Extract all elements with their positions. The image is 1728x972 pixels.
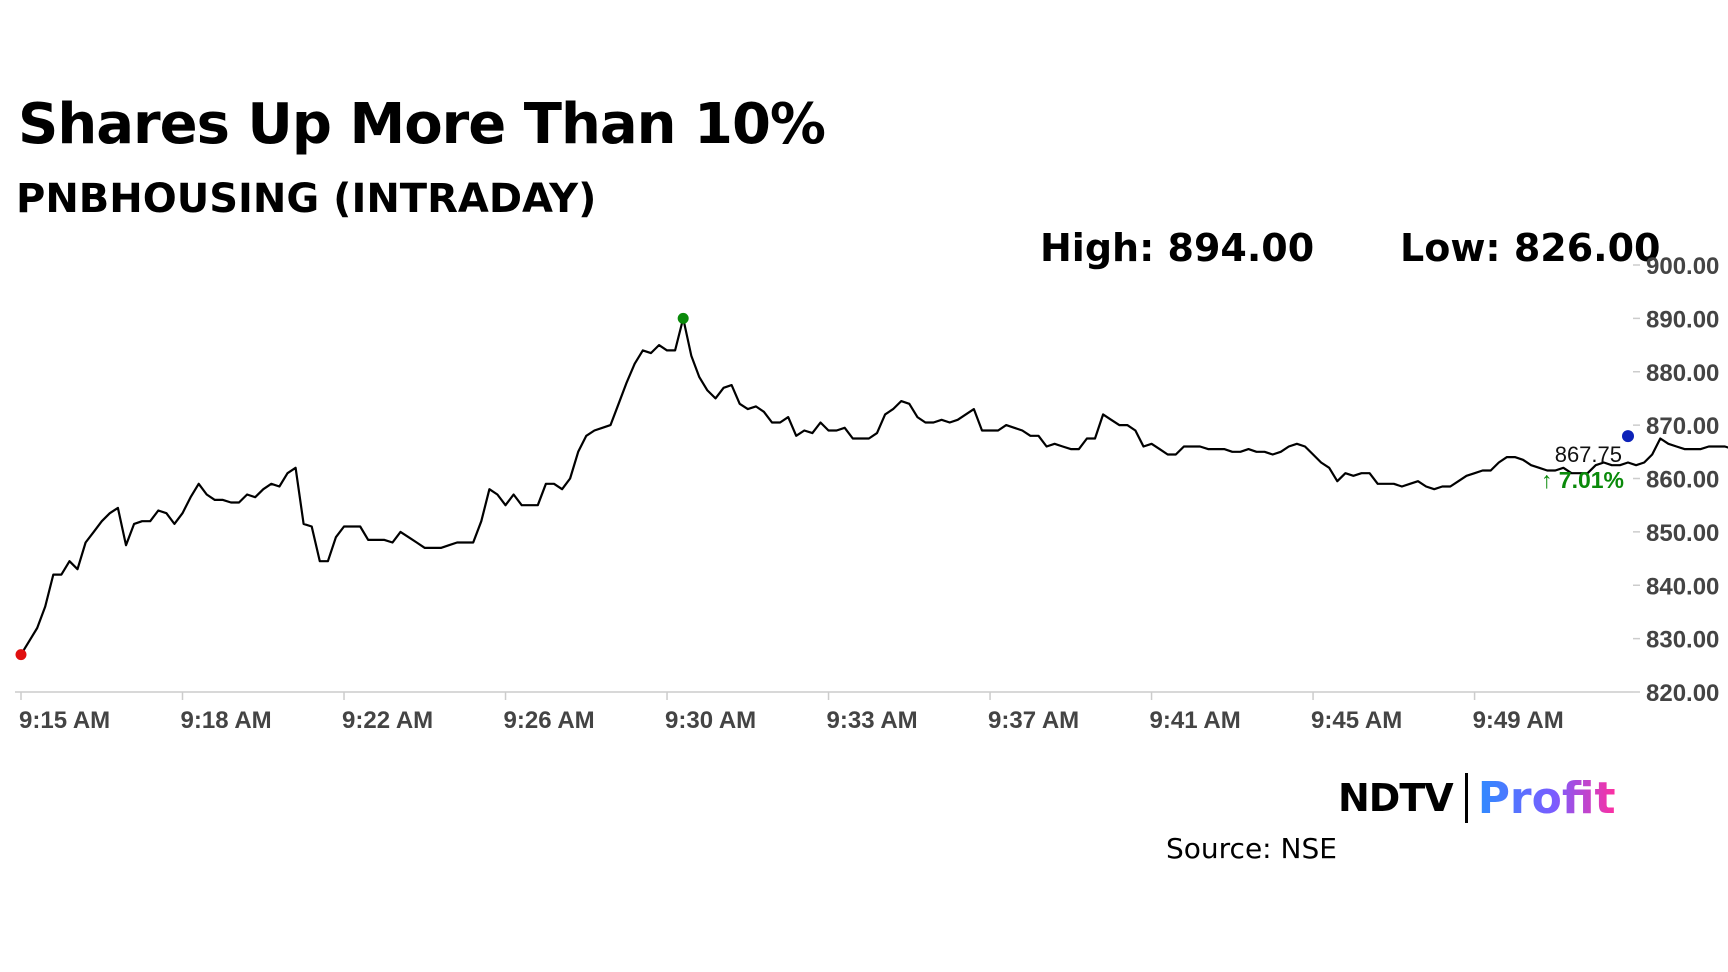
chart-subtitle: PNBHOUSING (INTRADAY) <box>16 176 597 222</box>
x-tick-label: 9:37 AM <box>988 707 1079 734</box>
y-tick-label: 870.00 <box>1646 413 1719 440</box>
brand-profit-text: Profit <box>1477 772 1616 824</box>
brand-ndtv-text: NDTV <box>1338 776 1454 820</box>
low-price-label: Low: 826.00 <box>1400 226 1661 270</box>
y-tick-label: 850.00 <box>1646 520 1719 547</box>
price-series-line <box>20 317 1728 656</box>
high-price-label: High: 894.00 <box>1040 226 1315 270</box>
x-tick-label: 9:15 AM <box>19 707 110 734</box>
x-tick-label: 9:22 AM <box>342 707 433 734</box>
last-price-label: 867.75 <box>1555 442 1622 467</box>
brand-divider <box>1464 773 1468 823</box>
x-tick-label: 9:30 AM <box>665 707 756 734</box>
x-tick-label: 9:26 AM <box>504 707 595 734</box>
x-tick-label: 9:45 AM <box>1311 707 1402 734</box>
source-note: Source: NSE <box>1166 832 1337 865</box>
y-tick-label: 900.00 <box>1646 253 1719 280</box>
y-tick-label: 890.00 <box>1646 306 1719 333</box>
x-tick-label: 9:18 AM <box>181 707 272 734</box>
y-tick-label: 820.00 <box>1646 680 1719 707</box>
open-price-marker <box>15 649 27 661</box>
last-price-marker <box>1622 430 1634 443</box>
y-tick-label: 860.00 <box>1646 467 1719 494</box>
chart-title: Shares Up More Than 10% <box>18 92 826 157</box>
high-price-marker <box>677 312 689 324</box>
y-tick-label: 840.00 <box>1646 573 1719 600</box>
x-tick-label: 9:33 AM <box>827 707 918 734</box>
ndtv-profit-logo: NDTV Profit <box>1338 770 1616 826</box>
x-tick-label: 9:41 AM <box>1150 707 1241 734</box>
y-tick-label: 880.00 <box>1646 360 1719 387</box>
x-tick-label: 9:49 AM <box>1473 707 1564 734</box>
y-tick-label: 830.00 <box>1646 627 1719 654</box>
percent-change-label: ↑ 7.01% <box>1541 467 1624 493</box>
